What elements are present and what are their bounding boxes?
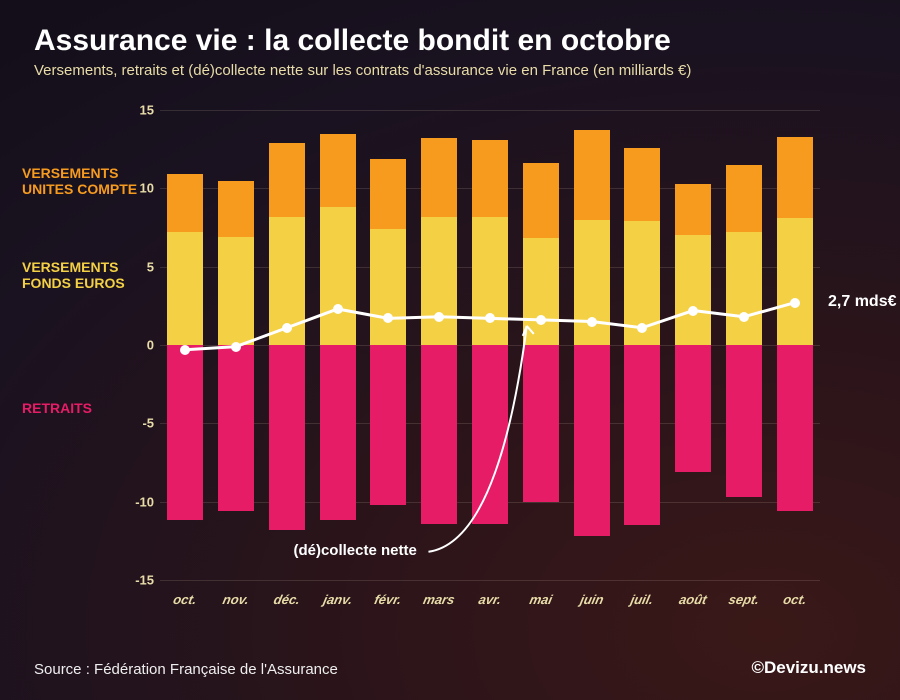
bar-retraits — [218, 345, 254, 511]
line-marker — [434, 312, 444, 322]
bar-retraits — [726, 345, 762, 497]
bar-unites-compte — [726, 165, 762, 232]
y-tick-label: 0 — [147, 338, 154, 353]
bar-retraits — [269, 345, 305, 530]
content-root: Assurance vie : la collecte bondit en oc… — [0, 0, 900, 700]
x-tick-label: mai — [528, 592, 554, 607]
x-tick-label: oct. — [172, 592, 198, 607]
bar-retraits — [523, 345, 559, 502]
bar-retraits — [167, 345, 203, 520]
x-tick-label: juil. — [630, 592, 656, 607]
bar-retraits — [320, 345, 356, 520]
bar-retraits — [675, 345, 711, 472]
line-marker — [383, 313, 393, 323]
gridline — [160, 110, 820, 111]
bar-unites-compte — [167, 174, 203, 232]
line-marker — [637, 323, 647, 333]
line-marker — [333, 304, 343, 314]
x-tick-label: nov. — [222, 592, 251, 607]
subtitle: Versements, retraits et (dé)collecte net… — [34, 62, 691, 79]
y-tick-label: 15 — [140, 103, 154, 118]
bar-unites-compte — [421, 138, 457, 216]
bar-fonds-euros — [370, 229, 406, 345]
x-tick-label: oct. — [781, 592, 807, 607]
chart-area: -15-10-5051015 oct.nov.déc.janv.févr.mar… — [160, 110, 820, 580]
bar-unites-compte — [269, 143, 305, 217]
bar-fonds-euros — [218, 237, 254, 345]
bar-fonds-euros — [726, 232, 762, 345]
bar-unites-compte — [675, 184, 711, 236]
line-callout-label: (dé)collecte nette — [293, 542, 416, 559]
bar-unites-compte — [523, 163, 559, 238]
x-tick-label: mars — [422, 592, 456, 607]
x-tick-label: sept. — [727, 592, 761, 607]
final-value-label: 2,7 mds€ — [828, 293, 896, 311]
y-axis: -15-10-5051015 — [130, 110, 160, 580]
bar-fonds-euros — [777, 218, 813, 345]
bar-unites-compte — [624, 148, 660, 222]
x-tick-label: févr. — [373, 592, 403, 607]
x-tick-label: janv. — [322, 592, 354, 607]
x-tick-label: août — [678, 592, 709, 607]
bar-retraits — [472, 345, 508, 524]
bar-unites-compte — [574, 130, 610, 219]
bar-retraits — [421, 345, 457, 524]
bar-unites-compte — [370, 159, 406, 230]
y-tick-label: -15 — [135, 573, 154, 588]
x-tick-label: déc. — [272, 592, 301, 607]
bar-retraits — [370, 345, 406, 505]
bar-unites-compte — [218, 181, 254, 237]
series-label: VERSEMENTS UNITES COMPTE — [22, 165, 137, 199]
bar-fonds-euros — [167, 232, 203, 345]
bar-retraits — [574, 345, 610, 536]
bar-unites-compte — [472, 140, 508, 217]
series-label: VERSEMENTS FONDS EUROS — [22, 259, 125, 293]
bar-retraits — [624, 345, 660, 525]
bar-retraits — [777, 345, 813, 511]
y-tick-label: -10 — [135, 494, 154, 509]
line-marker — [180, 345, 190, 355]
bar-unites-compte — [320, 134, 356, 208]
credit-text: ©Devizu.news — [751, 658, 866, 678]
bar-fonds-euros — [421, 217, 457, 345]
line-marker — [282, 323, 292, 333]
source-text: Source : Fédération Française de l'Assur… — [34, 661, 338, 678]
bar-unites-compte — [777, 137, 813, 218]
y-tick-label: -5 — [142, 416, 154, 431]
line-marker — [231, 342, 241, 352]
bar-fonds-euros — [320, 207, 356, 345]
bar-fonds-euros — [472, 217, 508, 345]
series-label: RETRAITS — [22, 400, 92, 417]
gridline — [160, 580, 820, 581]
x-tick-label: avr. — [477, 592, 503, 607]
line-marker — [587, 317, 597, 327]
line-marker — [739, 312, 749, 322]
y-tick-label: 5 — [147, 259, 154, 274]
bar-fonds-euros — [523, 238, 559, 345]
y-tick-label: 10 — [140, 181, 154, 196]
x-tick-label: juin — [578, 592, 604, 607]
line-marker — [536, 315, 546, 325]
page-title: Assurance vie : la collecte bondit en oc… — [34, 24, 671, 58]
line-marker — [790, 298, 800, 308]
line-marker — [688, 306, 698, 316]
bar-fonds-euros — [675, 235, 711, 345]
line-marker — [485, 313, 495, 323]
